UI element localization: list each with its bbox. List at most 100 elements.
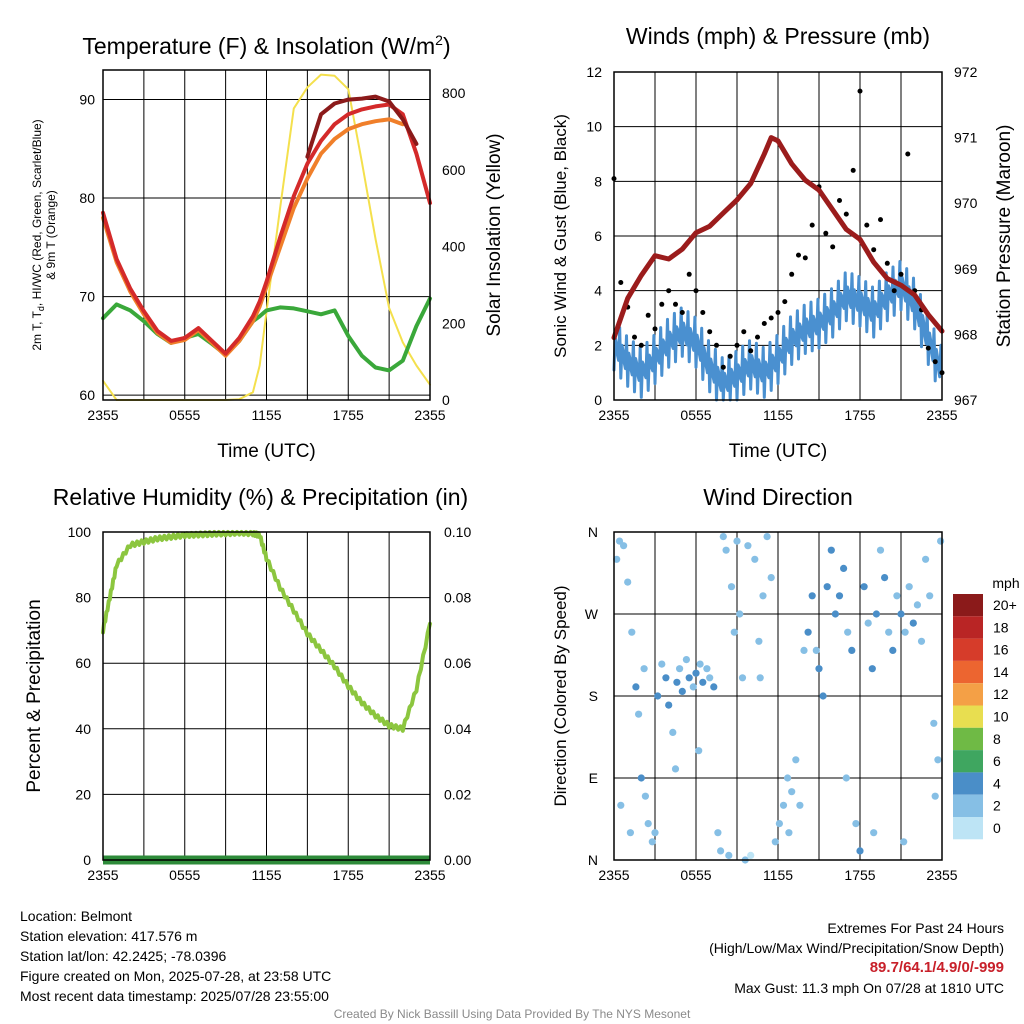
temp-x-tick-label: 1155 <box>251 407 281 423</box>
precip-right-tick-label: 0.00 <box>444 852 471 868</box>
temp-x-tick-label: 2355 <box>414 407 445 423</box>
wind-x-axis-label: Time (UTC) <box>729 441 828 462</box>
wind-direction-point <box>864 619 872 627</box>
gust-point <box>755 334 760 340</box>
temp-y-axis-label: 2m T, Td, HI/WC (Red, Green, Scarlet/Blu… <box>30 119 46 350</box>
wind-direction-point <box>615 537 624 545</box>
wind-left-tick-label: 6 <box>594 228 602 244</box>
wind-x-tick-label: 0555 <box>680 407 711 423</box>
recent-timestamp: Most recent data timestamp: 2025/07/28 2… <box>20 988 329 1004</box>
gust-point <box>700 310 706 315</box>
wind-direction-point <box>852 820 860 828</box>
wind-direction-point <box>848 646 856 655</box>
wind-direction-point <box>751 555 759 563</box>
direction-tick-label: S <box>589 688 598 704</box>
wind-direction-point <box>725 851 733 860</box>
temperature-series-line <box>305 94 419 159</box>
wind-left-tick-label: 8 <box>594 173 602 189</box>
direction-tick-label: W <box>585 606 599 622</box>
wind-direction-point <box>717 847 725 855</box>
wind-y-axis-label: Sonic Wind & Gust (Blue, Black) <box>551 114 570 358</box>
rh-left-tick-label: 40 <box>75 721 91 737</box>
wind-direction-point <box>662 674 670 682</box>
wind-direction-point <box>840 564 848 573</box>
wind-direction-point <box>641 792 650 800</box>
wind-direction-point <box>775 820 784 828</box>
wind-direction-point <box>613 555 621 563</box>
rh-left-tick-label: 80 <box>75 590 91 606</box>
wind-direction-point <box>682 656 691 664</box>
wind-direction-point <box>800 646 808 655</box>
gust-point <box>884 260 890 266</box>
wind-left-tick-label: 0 <box>594 392 602 408</box>
wind-direction-point <box>926 592 934 600</box>
pressure-right-tick-label: 971 <box>954 130 978 146</box>
wind-direction-point <box>689 683 697 691</box>
wind-direction-point <box>897 610 905 618</box>
direction-chart-title: Wind Direction <box>703 484 853 510</box>
speed-legend-title: mph <box>992 575 1019 591</box>
wind-x-tick-label: 2355 <box>598 407 629 423</box>
gust-point <box>823 230 829 236</box>
wind-direction-point <box>706 674 714 682</box>
speed-legend-swatch <box>953 772 983 795</box>
wind-x-tick-label: 1155 <box>763 407 793 423</box>
insolation-right-tick-label: 200 <box>442 315 466 331</box>
wind-direction-point <box>685 674 693 682</box>
wind-direction-point <box>885 628 893 636</box>
gust-point <box>802 255 808 261</box>
gust-point <box>809 222 815 228</box>
wind-x-tick-label: 2355 <box>926 407 957 423</box>
gust-point <box>891 288 897 294</box>
wind-direction-point <box>792 756 800 764</box>
speed-legend-swatch <box>953 727 983 751</box>
direction-x-tick-label: 1755 <box>844 867 875 883</box>
wind-direction-point <box>784 774 792 782</box>
gust-point <box>720 364 726 370</box>
wind-direction-point <box>654 692 662 700</box>
gust-point <box>659 301 665 307</box>
wind-direction-point <box>640 665 648 673</box>
gust-point <box>796 252 801 258</box>
wind-direction-point <box>779 801 788 809</box>
rh-x-tick-label: 1155 <box>251 867 281 883</box>
wind-direction-point <box>678 687 686 696</box>
wind-direction-point <box>669 728 677 737</box>
wind-direction-point <box>901 628 909 636</box>
gust-point <box>843 211 849 217</box>
speed-legend-swatch <box>953 660 983 684</box>
pressure-right-tick-label: 970 <box>954 195 978 211</box>
insolation-y-axis-label: Solar Insolation (Yellow) <box>484 133 505 336</box>
gust-point <box>768 315 774 321</box>
wind-direction-point <box>665 701 673 709</box>
direction-tick-label: N <box>588 524 598 540</box>
figure-created: Figure created on Mon, 2025-07-28, at 23… <box>20 968 332 984</box>
extremes-subtitle: (High/Low/Max Wind/Precipitation/Snow De… <box>709 940 1004 956</box>
temp-x-tick-label: 1755 <box>333 407 364 423</box>
wind-direction-point <box>876 546 885 554</box>
gust-point <box>714 342 719 348</box>
speed-legend-label: 14 <box>993 664 1009 680</box>
direction-x-tick-label: 2355 <box>926 867 957 883</box>
wind-left-tick-label: 2 <box>594 337 602 353</box>
gust-point <box>864 222 870 228</box>
pressure-right-tick-label: 968 <box>954 326 978 342</box>
insolation-right-tick-label: 600 <box>442 162 466 178</box>
precip-right-tick-label: 0.10 <box>444 524 471 540</box>
wind-direction-point <box>937 537 945 545</box>
temp-x-axis-label: Time (UTC) <box>217 441 316 462</box>
gust-point <box>878 217 883 223</box>
wind-direction-point <box>676 665 684 673</box>
speed-legend-swatch <box>953 683 983 706</box>
wind-direction-point <box>893 592 901 600</box>
rh-left-tick-label: 0 <box>83 852 91 868</box>
wind-direction-point <box>905 583 913 591</box>
pressure-series <box>611 135 945 341</box>
pressure-right-tick-label: 972 <box>954 64 978 80</box>
gust-point <box>618 280 624 285</box>
wind-direction-point <box>651 829 659 837</box>
rh-left-tick-label: 20 <box>75 786 91 802</box>
gust-point <box>925 345 931 351</box>
wind-direction-point <box>827 546 835 554</box>
